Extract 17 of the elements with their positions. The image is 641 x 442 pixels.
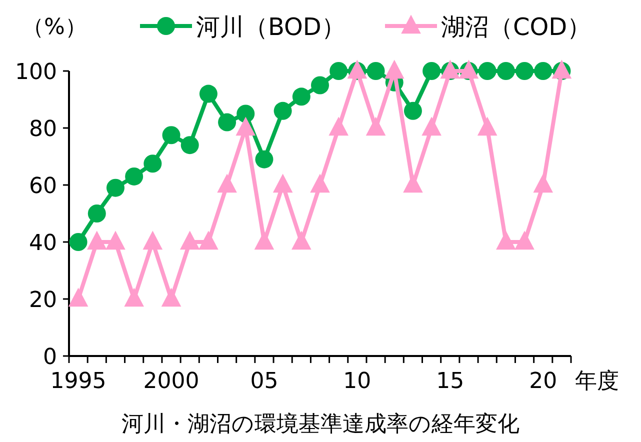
x-axis-title: 年度 xyxy=(575,369,619,394)
legend-label: 河川（BOD） xyxy=(196,13,346,41)
y-tick-label: 0 xyxy=(43,345,57,370)
y-tick-label: 100 xyxy=(15,60,57,85)
x-tick-label: 15 xyxy=(436,369,464,394)
text: 河川・湖沼の環境基準達成率の経年変化 xyxy=(122,412,520,437)
x-tick-label: 05 xyxy=(250,369,278,394)
x-tick-label: 10 xyxy=(343,369,372,394)
x-tick-label: 1995 xyxy=(50,369,106,394)
x-tick-label: 20 xyxy=(529,369,558,394)
x-tick-label: 2000 xyxy=(143,369,200,394)
legend-label: 湖沼（COD） xyxy=(441,13,592,41)
y-tick-label: 60 xyxy=(29,174,57,199)
y-tick-label: 20 xyxy=(29,288,57,313)
y-tick-label: 80 xyxy=(29,117,57,142)
y-tick-label: 40 xyxy=(29,231,57,256)
y-axis-title: （%） xyxy=(22,15,87,40)
